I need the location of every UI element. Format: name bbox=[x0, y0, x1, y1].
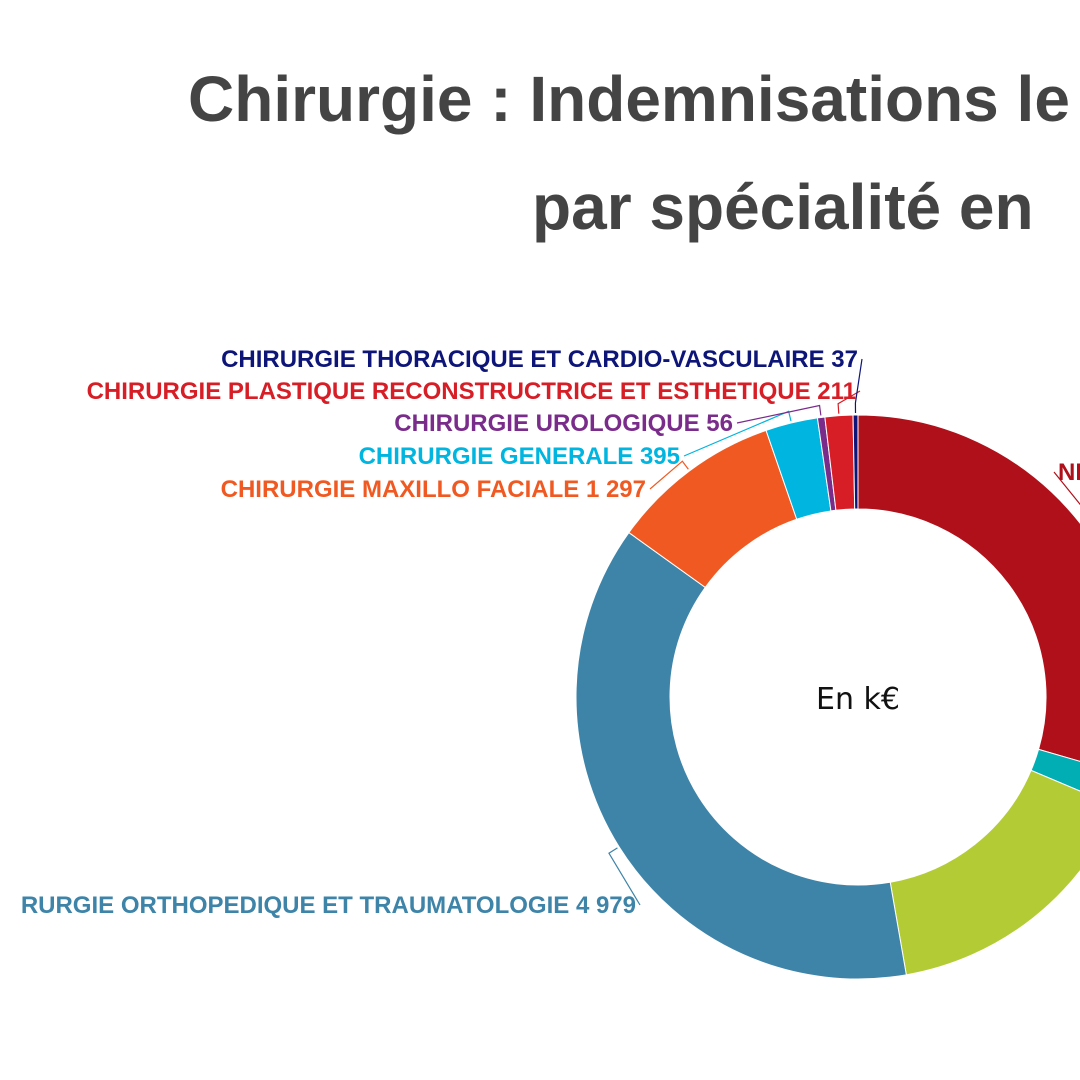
donut-slice-3 bbox=[575, 531, 907, 980]
leader-line-4 bbox=[649, 460, 689, 490]
leader-line-3 bbox=[608, 847, 641, 906]
slice-label-3: RURGIE ORTHOPEDIQUE ET TRAUMATOLOGIE 4 9… bbox=[21, 892, 636, 919]
leader-line-0 bbox=[1053, 471, 1080, 506]
donut-slices bbox=[575, 414, 1080, 980]
leader-line-5 bbox=[683, 410, 792, 457]
slice-label-6: CHIRURGIE UROLOGIQUE 56 bbox=[394, 410, 733, 437]
label-leader-lines bbox=[608, 358, 1080, 906]
slice-label-0: NI bbox=[1058, 459, 1080, 486]
chart-title-line-1: Chirurgie : Indemnisations le bbox=[188, 63, 1070, 135]
chart-title-line-2: par spécialité en bbox=[532, 171, 1034, 243]
donut-slice-2 bbox=[889, 769, 1080, 976]
donut-slice-0 bbox=[857, 414, 1080, 762]
leader-line-8 bbox=[854, 358, 863, 414]
leader-line-6 bbox=[736, 404, 822, 424]
slice-label-5: CHIRURGIE GENERALE 395 bbox=[359, 443, 680, 470]
slice-label-4: CHIRURGIE MAXILLO FACIALE 1 297 bbox=[221, 476, 646, 503]
slice-label-8: CHIRURGIE THORACIQUE ET CARDIO-VASCULAIR… bbox=[221, 346, 858, 373]
slice-labels: NI RURGIE ORTHOPEDIQUE ET TRAUMATOLOGIE 4… bbox=[21, 346, 1080, 919]
donut-slice-8 bbox=[852, 414, 859, 510]
center-label: En k€ bbox=[816, 682, 900, 717]
leader-line-7 bbox=[837, 390, 861, 414]
slice-label-7: CHIRURGIE PLASTIQUE RECONSTRUCTRICE ET E… bbox=[87, 378, 856, 405]
